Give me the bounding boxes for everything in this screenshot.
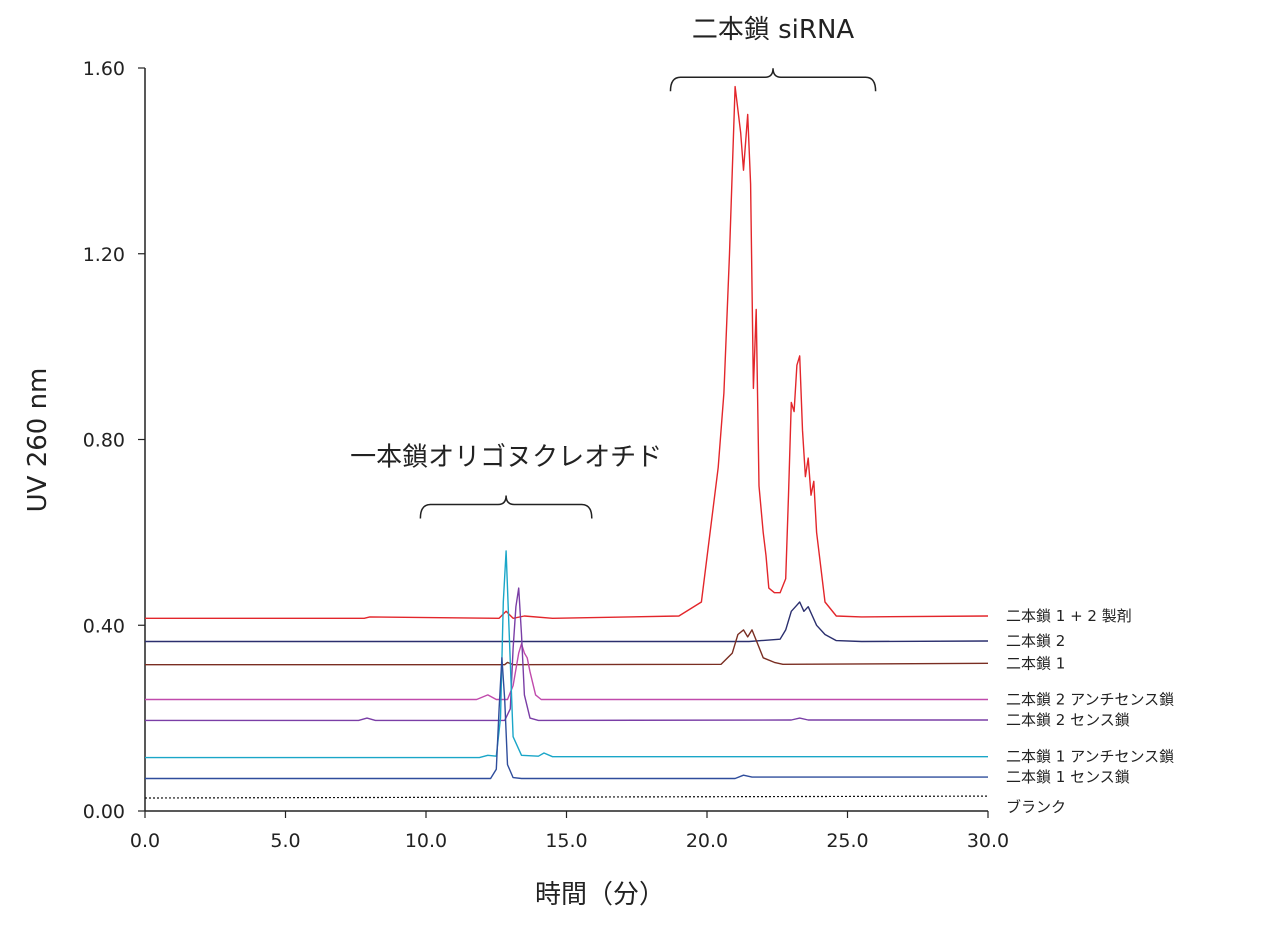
series-line — [145, 657, 988, 780]
series-line — [145, 643, 988, 701]
x-tick-label: 20.0 — [686, 830, 728, 852]
series-label: 二本鎖 2 センス鎖 — [1006, 711, 1130, 729]
series-label: 二本鎖 1 アンチセンス鎖 — [1006, 748, 1174, 766]
annotations: 一本鎖オリゴヌクレオチド 二本鎖 siRNA — [350, 15, 877, 519]
y-tick-label: 0.80 — [83, 430, 125, 452]
x-tick-label: 15.0 — [545, 830, 587, 852]
series-line — [145, 85, 989, 619]
y-tick-label: 1.20 — [83, 244, 125, 266]
series-label: 二本鎖 1 + 2 製剤 — [1006, 607, 1132, 625]
annotation-label: 一本鎖オリゴヌクレオチド — [350, 442, 662, 472]
series-label: 二本鎖 1 — [1006, 654, 1065, 672]
series-line — [144, 795, 989, 799]
annotation-label: 二本鎖 siRNA — [692, 15, 855, 45]
axis-ticks: 0.0 5.0 10.0 15.0 20.0 25.0 30.0 0.00 0.40 0.80 1.… — [83, 58, 1009, 852]
y-tick-label: 0.40 — [83, 615, 125, 637]
series-label: 二本鎖 1 センス鎖 — [1006, 768, 1130, 786]
series-line — [145, 550, 988, 759]
x-tick-label: 5.0 — [270, 830, 300, 852]
x-axis-title: 時間（分） — [535, 880, 665, 910]
series-label: 二本鎖 2 — [1006, 632, 1065, 650]
bracket-annotation — [669, 68, 877, 92]
series-label: ブランク — [1006, 798, 1066, 816]
y-axis-title: UV 260 nm — [23, 368, 53, 513]
series-label: 二本鎖 2 アンチセンス鎖 — [1006, 691, 1174, 709]
bracket-annotation — [419, 495, 593, 519]
series-line — [145, 629, 989, 666]
y-tick-label: 1.60 — [83, 58, 125, 80]
x-tick-label: 10.0 — [405, 830, 447, 852]
series-line — [145, 601, 989, 643]
x-tick-label: 30.0 — [967, 830, 1009, 852]
x-tick-label: 25.0 — [826, 830, 868, 852]
x-tick-label: 0.0 — [130, 830, 160, 852]
series-line — [145, 587, 988, 722]
series-lines — [144, 85, 989, 799]
y-tick-label: 0.00 — [83, 801, 125, 823]
